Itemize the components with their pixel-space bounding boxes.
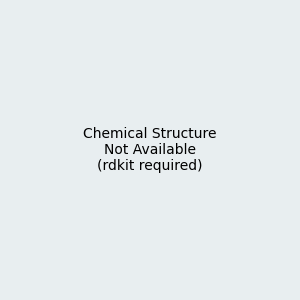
Text: Chemical Structure
Not Available
(rdkit required): Chemical Structure Not Available (rdkit … (83, 127, 217, 173)
